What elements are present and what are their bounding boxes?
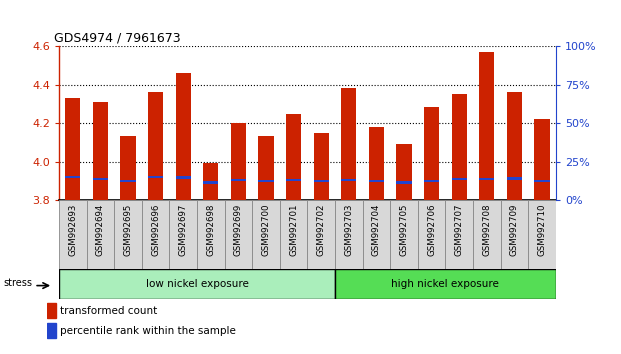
Text: high nickel exposure: high nickel exposure (391, 279, 499, 289)
Bar (314, 179, 329, 182)
Bar (307, 200, 335, 269)
Text: GSM992699: GSM992699 (234, 204, 243, 256)
Text: GSM992710: GSM992710 (538, 204, 546, 256)
Text: percentile rank within the sample: percentile rank within the sample (60, 326, 236, 336)
Bar (528, 200, 556, 269)
Text: GSM992709: GSM992709 (510, 204, 519, 256)
Bar (424, 107, 439, 200)
Bar (396, 144, 412, 200)
Text: GSM992695: GSM992695 (124, 204, 132, 256)
Text: GSM992693: GSM992693 (68, 204, 77, 256)
Bar (225, 200, 252, 269)
Bar (286, 179, 301, 181)
Bar (451, 94, 467, 200)
Text: GSM992708: GSM992708 (483, 204, 491, 256)
Bar (65, 176, 80, 178)
Bar (479, 178, 494, 181)
Bar (258, 137, 274, 200)
Bar (93, 102, 108, 200)
Bar (120, 137, 135, 200)
Text: GDS4974 / 7961673: GDS4974 / 7961673 (54, 32, 181, 45)
Bar (142, 200, 170, 269)
Bar (258, 179, 274, 182)
Text: GSM992701: GSM992701 (289, 204, 298, 256)
Bar (286, 114, 301, 200)
Bar (445, 200, 473, 269)
Bar (341, 179, 356, 181)
Bar (86, 200, 114, 269)
Text: transformed count: transformed count (60, 306, 157, 316)
Bar (535, 119, 550, 200)
Bar (231, 179, 246, 181)
Bar (59, 200, 86, 269)
Bar (501, 200, 528, 269)
Bar (203, 164, 219, 200)
Bar (170, 200, 197, 269)
Bar (231, 123, 246, 200)
Bar (341, 88, 356, 200)
Text: GSM992697: GSM992697 (179, 204, 188, 256)
Bar (120, 179, 135, 182)
Bar (203, 181, 219, 184)
Bar (93, 178, 108, 181)
Text: stress: stress (3, 278, 32, 287)
Bar (363, 200, 390, 269)
Bar (369, 179, 384, 182)
Bar (335, 200, 363, 269)
Bar (451, 178, 467, 181)
Text: GSM992703: GSM992703 (344, 204, 353, 256)
Text: GSM992694: GSM992694 (96, 204, 105, 256)
Text: GSM992707: GSM992707 (455, 204, 464, 256)
Bar (176, 176, 191, 179)
Bar (418, 200, 445, 269)
Bar (507, 177, 522, 180)
Bar (59, 269, 335, 299)
Bar (114, 200, 142, 269)
Text: GSM992705: GSM992705 (399, 204, 409, 256)
Bar (479, 52, 494, 200)
Bar (369, 127, 384, 200)
Text: GSM992698: GSM992698 (206, 204, 215, 256)
Bar (473, 200, 501, 269)
Bar (148, 176, 163, 178)
Bar (47, 323, 56, 338)
Bar (47, 303, 56, 318)
Bar (280, 200, 307, 269)
Bar (335, 269, 556, 299)
Bar (535, 179, 550, 182)
Bar (396, 181, 412, 184)
Text: GSM992696: GSM992696 (151, 204, 160, 256)
Text: GSM992700: GSM992700 (261, 204, 271, 256)
Bar (424, 179, 439, 182)
Bar (507, 92, 522, 200)
Bar (148, 92, 163, 200)
Bar (314, 133, 329, 200)
Bar (197, 200, 225, 269)
Bar (390, 200, 418, 269)
Bar (252, 200, 280, 269)
Text: GSM992706: GSM992706 (427, 204, 436, 256)
Text: GSM992704: GSM992704 (372, 204, 381, 256)
Bar (176, 73, 191, 200)
Text: GSM992702: GSM992702 (317, 204, 325, 256)
Text: low nickel exposure: low nickel exposure (145, 279, 248, 289)
Bar (65, 98, 80, 200)
